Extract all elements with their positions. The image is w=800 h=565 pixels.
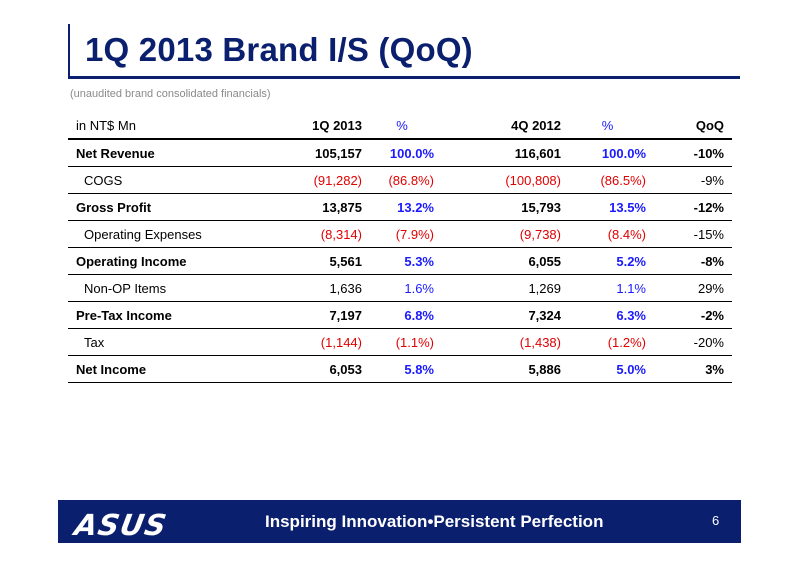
value-4q2012: 7,324 — [442, 301, 569, 329]
row-label: Net Income — [68, 355, 253, 383]
value-1q2013: 6,053 — [253, 355, 370, 383]
footer-tagline: Inspiring Innovation•Persistent Perfecti… — [265, 512, 604, 531]
value-qoq: -12% — [654, 193, 732, 221]
row-label: Net Revenue — [68, 139, 253, 167]
percent-4q2012: (8.4%) — [569, 220, 654, 248]
value-qoq: -15% — [654, 220, 732, 248]
header-1q2013-percent: % — [370, 112, 442, 140]
table-row: Net Income 6,053 5.8% 5,886 5.0% 3% — [68, 355, 732, 383]
asus-logo: ASUS — [72, 508, 170, 542]
table-row: Tax (1,144) (1.1%) (1,438) (1.2%) -20% — [68, 328, 732, 356]
page-subtitle: (unaudited brand consolidated financials… — [70, 88, 271, 100]
value-qoq: 29% — [654, 274, 732, 302]
value-qoq: -20% — [654, 328, 732, 356]
value-4q2012: (9,738) — [442, 220, 569, 248]
title-vertical-rule — [68, 24, 70, 79]
percent-1q2013: 13.2% — [370, 193, 442, 221]
percent-1q2013: 100.0% — [370, 139, 442, 167]
value-4q2012: (100,808) — [442, 166, 569, 194]
header-1q2013: 1Q 2013 — [253, 112, 370, 140]
percent-1q2013: (7.9%) — [370, 220, 442, 248]
value-qoq: 3% — [654, 355, 732, 383]
value-qoq: -8% — [654, 247, 732, 275]
row-label: COGS — [68, 166, 253, 194]
value-1q2013: 13,875 — [253, 193, 370, 221]
value-4q2012: 6,055 — [442, 247, 569, 275]
table-row: Gross Profit 13,875 13.2% 15,793 13.5% -… — [68, 193, 732, 221]
value-1q2013: 5,561 — [253, 247, 370, 275]
percent-4q2012: 6.3% — [569, 301, 654, 329]
income-statement-table: in NT$ Mn 1Q 2013 % 4Q 2012 % QoQ Net Re… — [68, 112, 732, 383]
percent-4q2012: 13.5% — [569, 193, 654, 221]
page-number: 6 — [712, 513, 720, 528]
title-underline — [68, 76, 740, 79]
row-label: Pre-Tax Income — [68, 301, 253, 329]
value-1q2013: (91,282) — [253, 166, 370, 194]
value-4q2012: 1,269 — [442, 274, 569, 302]
value-qoq: -9% — [654, 166, 732, 194]
table-row: Pre-Tax Income 7,197 6.8% 7,324 6.3% -2% — [68, 301, 732, 329]
page-title: 1Q 2013 Brand I/S (QoQ) — [85, 31, 473, 68]
percent-4q2012: (1.2%) — [569, 328, 654, 356]
percent-1q2013: 1.6% — [370, 274, 442, 302]
value-4q2012: 15,793 — [442, 193, 569, 221]
row-label: Operating Income — [68, 247, 253, 275]
value-qoq: -2% — [654, 301, 732, 329]
value-4q2012: 116,601 — [442, 139, 569, 167]
header-4q2012: 4Q 2012 — [442, 112, 569, 140]
value-1q2013: 105,157 — [253, 139, 370, 167]
percent-4q2012: 5.0% — [569, 355, 654, 383]
percent-4q2012: 5.2% — [569, 247, 654, 275]
table-row: Non-OP Items 1,636 1.6% 1,269 1.1% 29% — [68, 274, 732, 302]
percent-4q2012: 100.0% — [569, 139, 654, 167]
percent-4q2012: (86.5%) — [569, 166, 654, 194]
value-qoq: -10% — [654, 139, 732, 167]
value-4q2012: (1,438) — [442, 328, 569, 356]
percent-1q2013: (86.8%) — [370, 166, 442, 194]
row-label: Tax — [68, 328, 253, 356]
percent-1q2013: 5.3% — [370, 247, 442, 275]
percent-1q2013: 5.8% — [370, 355, 442, 383]
footer-band — [58, 500, 741, 543]
table-row: Operating Expenses (8,314) (7.9%) (9,738… — [68, 220, 732, 248]
percent-1q2013: (1.1%) — [370, 328, 442, 356]
header-4q2012-percent: % — [569, 112, 654, 140]
value-1q2013: (1,144) — [253, 328, 370, 356]
table-row: Net Revenue 105,157 100.0% 116,601 100.0… — [68, 139, 732, 167]
header-units: in NT$ Mn — [68, 112, 253, 140]
table-header-row: in NT$ Mn 1Q 2013 % 4Q 2012 % QoQ — [68, 112, 732, 140]
value-1q2013: 1,636 — [253, 274, 370, 302]
row-label: Gross Profit — [68, 193, 253, 221]
value-1q2013: 7,197 — [253, 301, 370, 329]
value-1q2013: (8,314) — [253, 220, 370, 248]
value-4q2012: 5,886 — [442, 355, 569, 383]
row-label: Non-OP Items — [68, 274, 253, 302]
row-label: Operating Expenses — [68, 220, 253, 248]
percent-1q2013: 6.8% — [370, 301, 442, 329]
header-qoq: QoQ — [654, 112, 732, 140]
table-row: Operating Income 5,561 5.3% 6,055 5.2% -… — [68, 247, 732, 275]
table-row: COGS (91,282) (86.8%) (100,808) (86.5%) … — [68, 166, 732, 194]
percent-4q2012: 1.1% — [569, 274, 654, 302]
